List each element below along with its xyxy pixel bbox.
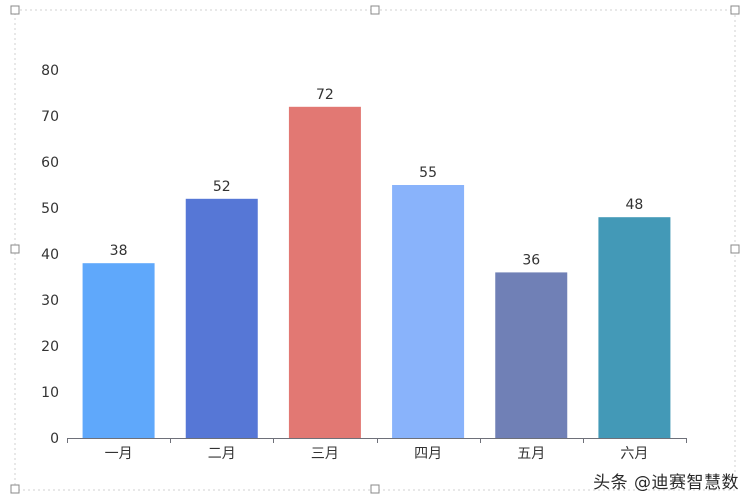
- resize-handle-top[interactable]: [370, 5, 380, 15]
- x-tick-label: 六月: [620, 446, 648, 462]
- y-tick-label: 10: [41, 385, 59, 401]
- resize-handle-right[interactable]: [730, 244, 740, 254]
- bar[interactable]: [288, 106, 361, 439]
- y-tick-label: 50: [41, 201, 59, 217]
- bar[interactable]: [82, 263, 155, 438]
- bar[interactable]: [495, 272, 568, 438]
- resize-handle-top-right[interactable]: [730, 5, 740, 15]
- bar[interactable]: [185, 198, 258, 438]
- bar-value-label: 55: [419, 165, 437, 181]
- bar[interactable]: [392, 185, 465, 438]
- x-tick-label: 四月: [414, 446, 442, 462]
- y-tick-label: 0: [50, 431, 59, 447]
- y-tick-label: 30: [41, 293, 59, 309]
- y-tick-label: 80: [41, 63, 59, 79]
- bar-value-label: 48: [626, 197, 644, 213]
- x-tick-label: 五月: [517, 446, 545, 462]
- x-tick-label: 二月: [208, 446, 236, 462]
- bar-value-label: 72: [316, 87, 334, 103]
- y-tick-label: 70: [41, 109, 59, 125]
- bar-series: [82, 106, 671, 439]
- bar-value-label: 38: [110, 243, 128, 259]
- x-tick-label: 三月: [311, 446, 339, 462]
- x-axis: 一月 二月 三月 四月 五月 六月: [67, 438, 687, 462]
- x-tick-label: 一月: [105, 446, 133, 462]
- resize-handle-bottom[interactable]: [370, 484, 380, 494]
- y-tick-label: 20: [41, 339, 59, 355]
- resize-handle-left[interactable]: [10, 244, 20, 254]
- watermark-text: 头条 @迪赛智慧数: [593, 473, 739, 493]
- y-tick-label: 40: [41, 247, 59, 263]
- y-tick-label: 60: [41, 155, 59, 171]
- resize-handle-top-left[interactable]: [10, 5, 20, 15]
- resize-handle-bottom-left[interactable]: [10, 484, 20, 494]
- bar[interactable]: [598, 217, 671, 438]
- y-axis: 0 10 20 30 40 50 60 70 80: [41, 63, 59, 447]
- bar-value-label: 52: [213, 179, 231, 195]
- data-labels: 38 52 72 55 36 48: [110, 87, 644, 269]
- bar-value-label: 36: [522, 252, 540, 268]
